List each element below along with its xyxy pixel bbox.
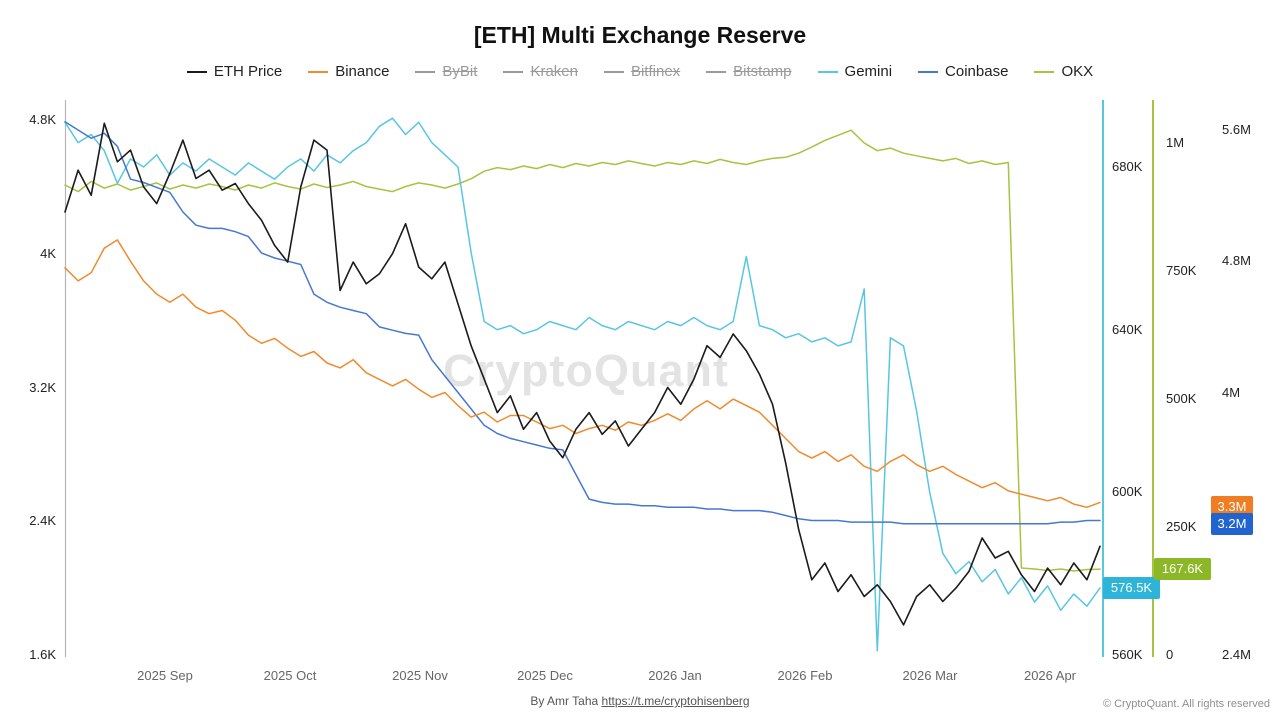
legend-swatch-bitstamp xyxy=(706,70,727,73)
y-tick-okx: 1M xyxy=(1166,135,1185,150)
legend-label: Bitstamp xyxy=(733,63,792,80)
byline: By Amr Taha https://t.me/cryptohisenberg xyxy=(0,694,1280,708)
watermark: CryptoQuant xyxy=(443,345,729,396)
series-okx xyxy=(64,129,1101,572)
legend-item-bybit[interactable]: ByBit xyxy=(415,63,477,80)
legend-swatch-okx xyxy=(1034,70,1055,73)
y-tick-right: 4M xyxy=(1222,384,1241,400)
legend-swatch-kraken xyxy=(503,70,524,73)
y-tick-left: 4.8K xyxy=(29,112,56,127)
x-tick: 2026 Feb xyxy=(777,668,833,683)
y-tick-gemini: 600K xyxy=(1112,484,1143,500)
legend-item-kraken[interactable]: Kraken xyxy=(503,63,578,80)
y-tick-left: 3.2K xyxy=(29,379,56,395)
byline-link[interactable]: https://t.me/cryptohisenberg xyxy=(601,694,750,708)
series-binance xyxy=(64,239,1101,509)
legend-item-eth-price[interactable]: ETH Price xyxy=(186,63,283,80)
x-tick: 2025 Nov xyxy=(392,668,448,683)
legend-label: Kraken xyxy=(530,63,578,80)
series-gemini xyxy=(64,117,1101,652)
y-tick-okx: 500K xyxy=(1166,391,1197,406)
legend-swatch-coinbase xyxy=(918,70,939,73)
copyright: © CryptoQuant. All rights reserved xyxy=(1102,698,1270,710)
legend-label: ETH Price xyxy=(213,63,283,80)
value-badge-coinbase: 3.2M xyxy=(1211,512,1253,535)
legend-swatch-gemini xyxy=(817,70,838,73)
legend-item-gemini[interactable]: Gemini xyxy=(817,63,893,80)
legend-item-okx[interactable]: OKX xyxy=(1034,63,1093,80)
legend-item-binance[interactable]: Binance xyxy=(308,63,389,80)
series-coinbase xyxy=(64,121,1101,525)
series-eth-price xyxy=(64,122,1101,626)
value-badge-gemini: 576.5K xyxy=(1103,576,1160,599)
legend-item-bitstamp[interactable]: Bitstamp xyxy=(706,63,792,80)
legend-swatch-bybit xyxy=(415,70,436,73)
y-tick-right: 5.6M xyxy=(1222,122,1251,137)
x-tick: 2026 Jan xyxy=(648,668,702,683)
x-tick: 2026 Mar xyxy=(902,668,958,683)
legend-swatch-bitfinex xyxy=(603,70,624,73)
legend-label: Gemini xyxy=(844,63,893,80)
legend-swatch-binance xyxy=(308,70,329,73)
y-tick-okx: 750K xyxy=(1166,263,1197,278)
y-tick-right: 4.8M xyxy=(1222,253,1251,269)
x-tick: 2025 Dec xyxy=(517,668,573,683)
legend-swatch-eth-price xyxy=(186,70,207,73)
value-badge-okx: 167.6K xyxy=(1154,558,1211,581)
y-tick-left: 2.4K xyxy=(29,513,56,529)
y-tick-gemini: 560K xyxy=(1112,647,1143,662)
x-tick: 2025 Sep xyxy=(137,668,193,683)
y-tick-gemini: 680K xyxy=(1112,159,1143,174)
y-tick-okx: 250K xyxy=(1166,519,1197,534)
x-tick: 2026 Apr xyxy=(1023,668,1077,683)
legend: ETH Price Binance ByBit Kraken Bitfinex Bitst… xyxy=(0,63,1280,80)
chart-title: [ETH] Multi Exchange Reserve xyxy=(473,22,807,48)
legend-label: ByBit xyxy=(442,63,478,80)
legend-item-bitfinex[interactable]: Bitfinex xyxy=(603,63,681,80)
y-tick-left: 4K xyxy=(40,245,56,261)
y-tick-right: 2.4M xyxy=(1222,647,1251,662)
y-tick-okx: 0 xyxy=(1166,647,1174,662)
legend-label: Coinbase xyxy=(945,63,1009,80)
byline-text: By Amr Taha xyxy=(530,694,602,708)
legend-item-coinbase[interactable]: Coinbase xyxy=(918,63,1008,80)
x-tick: 2025 Oct xyxy=(263,668,317,683)
legend-label: Binance xyxy=(335,63,390,80)
y-tick-gemini: 640K xyxy=(1112,321,1143,337)
legend-label: OKX xyxy=(1061,63,1094,80)
legend-label: Bitfinex xyxy=(630,63,681,80)
y-tick-left: 1.6K xyxy=(29,647,56,662)
